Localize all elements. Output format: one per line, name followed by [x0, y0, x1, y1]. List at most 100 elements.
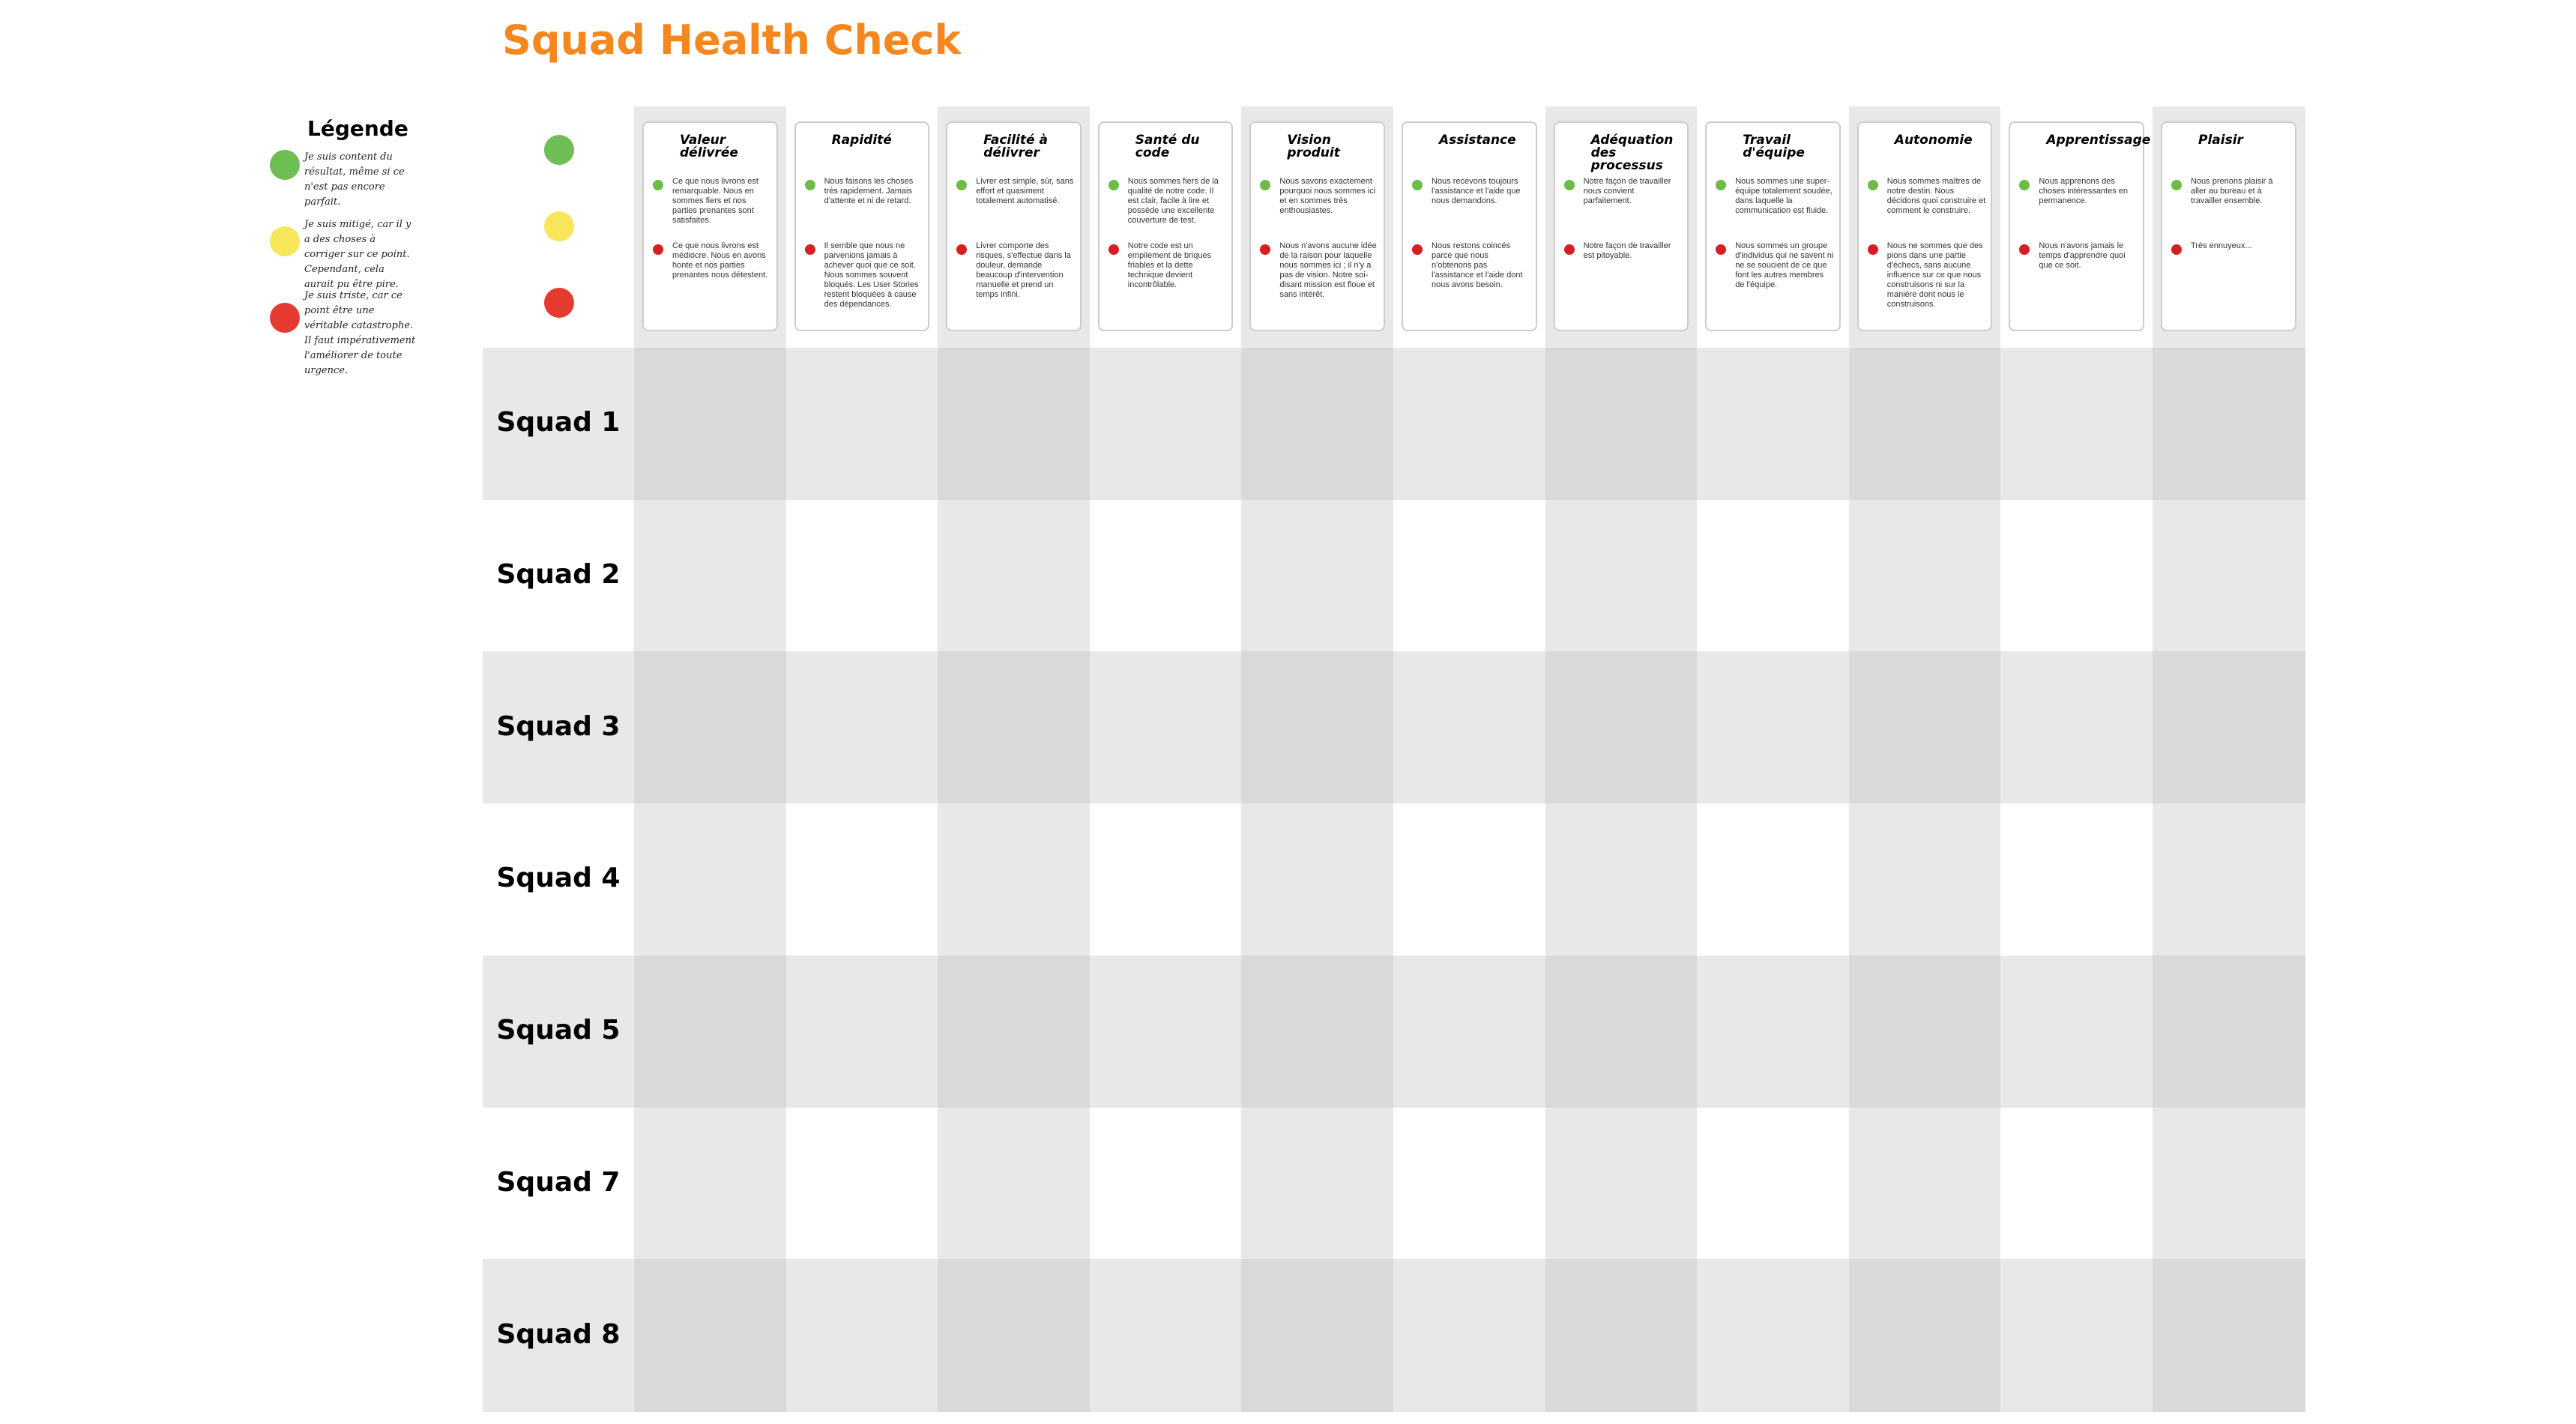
grid-cell — [785, 1259, 939, 1412]
grid-cell — [2153, 499, 2305, 653]
grid-cell — [1848, 651, 2002, 805]
grid-cell — [1848, 348, 2002, 501]
squad-name: Squad 4 — [496, 863, 621, 894]
card-good-text: Nous sommes maîtres de notre destin. Nou… — [1886, 177, 1986, 215]
grid-cell — [2153, 1259, 2305, 1412]
good-dot — [653, 180, 663, 190]
grid-cell — [2000, 803, 2153, 956]
good-dot — [2019, 180, 2030, 190]
grid-cell — [785, 803, 939, 956]
row-label-cell — [483, 499, 634, 653]
bad-dot — [1260, 244, 1271, 255]
grid-cell — [1848, 803, 2002, 956]
grid-cell — [1089, 651, 1243, 805]
card-good-text: Nous sommes une super-équipe totalement … — [1735, 177, 1833, 215]
grid-cell — [2000, 348, 2153, 501]
grid-cell — [1393, 348, 1546, 501]
grid-cell — [1241, 955, 1394, 1108]
grid-cell — [634, 499, 787, 653]
card-bad-text: Notre code est un empilement de briques … — [1127, 241, 1212, 289]
card-bad-text: Nous n'avons aucune idée de la raison po… — [1279, 241, 1377, 299]
card-title: Travail d'équipe — [1743, 133, 1805, 160]
grid-cell — [938, 803, 1091, 956]
grid-cell — [2000, 955, 2153, 1108]
grid-cell — [938, 651, 1091, 805]
status-dot — [544, 288, 574, 318]
grid-cell — [1697, 1259, 1850, 1412]
bad-dot — [804, 244, 815, 255]
grid-cell — [1393, 651, 1546, 805]
squad-name: Squad 1 — [496, 407, 621, 438]
grid-cell — [1848, 955, 2002, 1108]
grid-cell — [938, 499, 1091, 653]
health-card — [1553, 121, 1689, 331]
good-dot — [956, 180, 968, 190]
grid-cell — [938, 348, 1091, 501]
legend-dot — [270, 150, 300, 180]
grid-cell — [1848, 1259, 2002, 1412]
page-title: Squad Health Check — [502, 16, 962, 64]
bad-dot — [1716, 244, 1727, 255]
legend-dot — [270, 303, 300, 333]
good-dot — [1716, 180, 1727, 190]
card-title: Autonomie — [1894, 133, 1973, 148]
good-dot — [1108, 180, 1119, 190]
grid-cell — [1545, 803, 1698, 956]
health-card — [794, 121, 930, 331]
grid-cell — [634, 651, 787, 805]
card-good-text: Notre façon de travailler nous convient … — [1583, 177, 1671, 205]
grid-cell — [2153, 1107, 2305, 1261]
grid-cell — [1545, 499, 1698, 653]
grid-cell — [634, 1259, 787, 1412]
card-title: Apprentissage — [2046, 133, 2151, 148]
card-good-text: Nous apprenons des choses intéressantes … — [2039, 177, 2129, 205]
card-good-text: Nous prenons plaisir à aller au bureau e… — [2191, 177, 2273, 205]
good-dot — [2171, 180, 2182, 190]
squad-name: Squad 2 — [496, 559, 621, 591]
grid-cell — [785, 499, 939, 653]
health-card — [642, 121, 778, 331]
card-title: Valeur délivrée — [680, 133, 738, 160]
bad-dot — [2019, 244, 2030, 255]
grid-cell — [1545, 955, 1698, 1108]
good-dot — [1412, 180, 1423, 190]
grid-cell — [2000, 651, 2153, 805]
bad-dot — [1867, 244, 1878, 255]
grid-cell — [634, 348, 787, 501]
grid-cell — [1848, 1107, 2002, 1261]
legend-text: Je suis triste, car ce point être une vé… — [304, 290, 416, 376]
card-title: Rapidité — [831, 133, 892, 148]
good-dot — [1260, 180, 1271, 190]
grid-cell — [1697, 803, 1850, 956]
card-good-text: Nous faisons les choses très rapidement.… — [824, 177, 914, 205]
grid-cell — [1393, 803, 1546, 956]
grid-cell — [2153, 955, 2305, 1108]
grid-cell — [2153, 803, 2305, 956]
bad-dot — [2171, 244, 2182, 255]
grid-cell — [2153, 348, 2305, 501]
squad-name: Squad 7 — [496, 1166, 621, 1198]
card-title: Assistance — [1439, 133, 1516, 148]
grid-cell — [1089, 499, 1243, 653]
grid-cell — [634, 1107, 787, 1261]
grid-cell — [1393, 1259, 1546, 1412]
grid-cell — [634, 955, 787, 1108]
card-title: Facilité à délivrer — [983, 133, 1048, 160]
grid-cell — [2000, 1259, 2153, 1412]
health-card — [1705, 121, 1841, 331]
card-title: Vision produit — [1287, 133, 1340, 160]
grid-cell — [785, 348, 939, 501]
bad-dot — [956, 244, 968, 255]
card-bad-text: Notre façon de travailler est pitoyable. — [1583, 241, 1671, 260]
health-card — [2161, 121, 2296, 331]
grid-cell — [1545, 651, 1698, 805]
grid-cell — [1697, 1107, 1850, 1261]
card-bad-text: Nous restons coincés parce que nous n'ob… — [1432, 241, 1523, 289]
grid-cell — [1393, 499, 1546, 653]
bad-dot — [1563, 244, 1575, 255]
card-good-text: Nous recevons toujours l'assistance et l… — [1432, 177, 1521, 205]
grid-cell — [1089, 348, 1243, 501]
card-title: Plaisir — [2198, 133, 2243, 148]
card-good-text: Nous savons exactement pourquoi nous som… — [1279, 177, 1376, 215]
